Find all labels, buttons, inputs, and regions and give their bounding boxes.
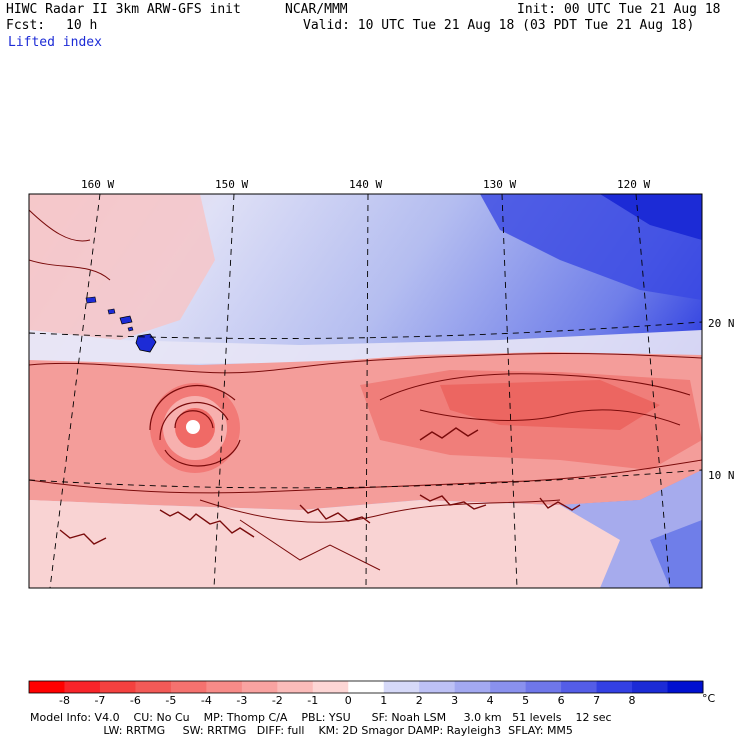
colorbar-swatch — [419, 681, 456, 693]
map-frame — [28, 193, 703, 589]
colorbar-swatch — [206, 681, 243, 693]
colorbar-tick-label: 1 — [380, 694, 388, 707]
colorbar-tick-label: -7 — [94, 694, 106, 707]
colorbar-swatch — [490, 681, 527, 693]
colorbar-swatch — [454, 681, 491, 693]
org-label: NCAR/MMM — [285, 2, 348, 17]
lat-label-20n: 20 N — [708, 317, 735, 330]
graticule — [29, 194, 702, 588]
colorbar-tick-label: 2 — [415, 694, 423, 707]
colorbar-tick-label: -2 — [271, 694, 283, 707]
model-title: HIWC Radar II 3km ARW-GFS init — [6, 2, 241, 17]
colorbar-swatch — [596, 681, 633, 693]
colorbar-tick-label: 6 — [557, 694, 565, 707]
model-info-line2: LW: RRTMG SW: RRTMG DIFF: full KM: 2D Sm… — [30, 724, 573, 737]
colorbar-swatch — [525, 681, 562, 693]
colorbar-tick-label: 8 — [628, 694, 636, 707]
colorbar — [28, 680, 704, 694]
colorbar-swatch — [99, 681, 136, 693]
valid-time: Valid: 10 UTC Tue 21 Aug 18 (03 PDT Tue … — [303, 18, 695, 33]
colorbar-tick-label: -4 — [200, 694, 212, 707]
colorbar-swatch — [667, 681, 704, 693]
colorbar-swatch — [135, 681, 172, 693]
colorbar-swatch — [241, 681, 278, 693]
convective-blobs — [59, 427, 581, 545]
hawaii-islands — [85, 296, 157, 353]
colorbar-swatch — [170, 681, 207, 693]
lon-label-140w: 140 W — [349, 178, 383, 191]
colorbar-tick-label: 4 — [486, 694, 494, 707]
colorbar-swatch — [561, 681, 598, 693]
colorbar-swatch — [383, 681, 420, 693]
forecast-label: Fcst: — [6, 18, 46, 33]
init-time: Init: 00 UTC Tue 21 Aug 18 — [517, 2, 721, 17]
colorbar-tick-label: -5 — [165, 694, 177, 707]
colorbar-tick-label: 0 — [344, 694, 352, 707]
colorbar-swatch — [29, 681, 65, 693]
lat-label-10n: 10 N — [708, 469, 735, 482]
lifted-index-field — [29, 194, 702, 588]
colorbar-swatch — [312, 681, 349, 693]
colorbar-tick-label: -8 — [58, 694, 70, 707]
colorbar-tick-label: -6 — [129, 694, 141, 707]
contour-lines — [29, 209, 702, 571]
colorbar-tick-label: 3 — [451, 694, 459, 707]
lon-label-160w: 160 W — [81, 178, 115, 191]
colorbar-swatch — [348, 681, 385, 693]
hurricane-swirl — [149, 383, 241, 473]
colorbar-frame — [28, 680, 704, 694]
colorbar-tick-label: -3 — [236, 694, 248, 707]
lon-label-130w: 130 W — [483, 178, 517, 191]
colorbar-swatch — [277, 681, 314, 693]
colorbar-tick-label: -1 — [307, 694, 319, 707]
colorbar-tick-label: 5 — [522, 694, 530, 707]
colorbar-swatch — [64, 681, 101, 693]
lon-label-120w: 120 W — [617, 178, 651, 191]
colorbar-tick-label: 7 — [593, 694, 601, 707]
colorbar-unit: °C — [702, 692, 716, 705]
field-name: Lifted index — [8, 35, 102, 50]
colorbar-swatch — [632, 681, 669, 693]
lon-label-150w: 150 W — [215, 178, 249, 191]
forecast-hour: 10 h — [66, 18, 98, 33]
model-info-line1: Model Info: V4.0 CU: No Cu MP: Thomp C/A… — [30, 711, 612, 724]
